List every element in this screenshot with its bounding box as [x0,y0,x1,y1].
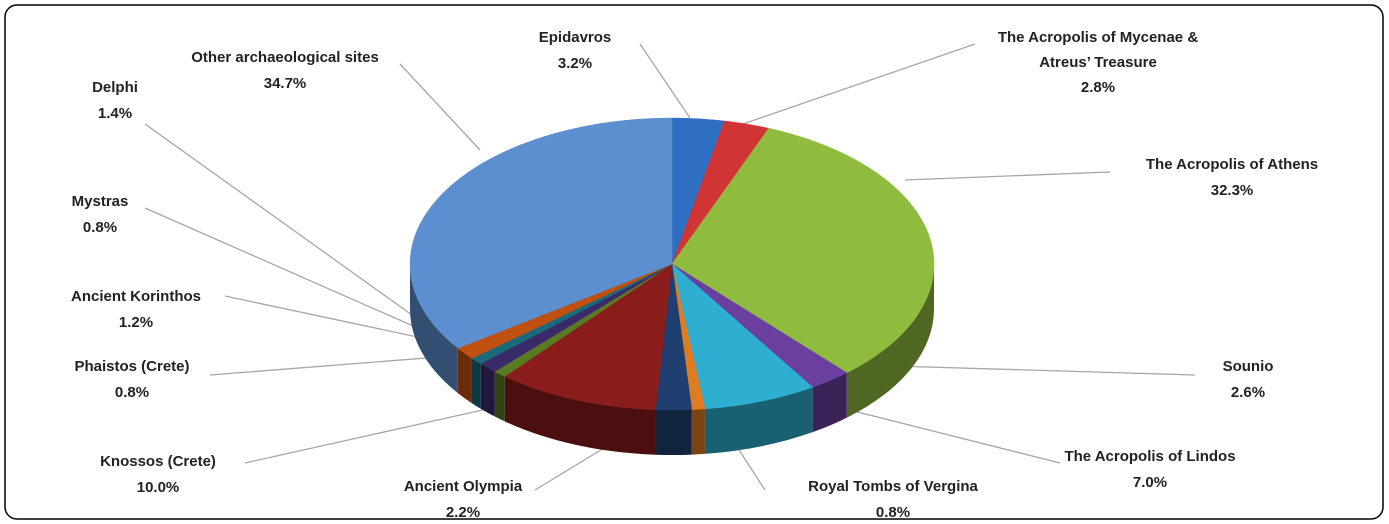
leader-line [209,354,466,376]
value-label: 2.8% [1080,79,1116,96]
leader-line [739,43,976,126]
slice-side [410,264,458,394]
data-label: Mystras 0.8% [72,189,129,241]
slice-side [504,376,656,455]
category-label: Phaistos (Crete) [74,358,190,375]
value-label: 32.3% [1210,182,1254,199]
slice-side [704,387,813,454]
value-label: 0.8% [114,384,150,401]
value-label: 0.8% [82,219,118,236]
data-label: Knossos (Crete) 10.0% [100,449,216,501]
leader-line [639,43,691,119]
value-label: 2.6% [1230,384,1266,401]
slice-side [457,348,472,404]
value-label: 0.8% [875,504,911,521]
value-label: 7.0% [1132,474,1168,491]
value-label: 1.4% [97,105,133,122]
slice-side [812,372,847,433]
category-label: Royal Tombs of Vergina [808,478,978,495]
slice-side [471,358,481,409]
leader-line [399,63,481,151]
leader-line [904,171,1111,181]
category-label: Delphi [92,79,138,96]
category-label: Ancient Korinthos [71,288,201,305]
category-label: The Acropolis of Lindos [1064,448,1236,465]
value-label: 1.2% [118,314,154,331]
value-label: 10.0% [136,479,180,496]
value-label: 34.7% [263,75,307,92]
pie-slice [504,263,673,410]
value-label: 3.2% [557,55,593,72]
leader-line [859,364,1196,376]
value-label: 2.2% [445,504,481,521]
data-label: Sounio 2.6% [1223,354,1274,406]
pie-slice [671,128,935,374]
leader-line [144,123,441,336]
category-label: Sounio [1222,358,1274,375]
data-label: The Acropolis of Mycenae & Atreus’ Treas… [991,25,1206,100]
category-label: Mystras [71,193,129,210]
slice-side [691,408,705,455]
pie-slice [671,263,814,410]
data-label: Ancient Olympia 2.2% [404,474,522,524]
pie-slice [409,117,673,349]
data-label: Epidavros 3.2% [539,25,612,77]
category-label: Other archaeological sites [191,49,379,66]
category-label: Knossos (Crete) [100,453,216,470]
slice-side [494,371,505,422]
data-label: Ancient Korinthos 1.2% [71,284,201,336]
leader-line [144,207,446,341]
data-label: Other archaeological sites 34.7% [191,45,379,97]
slice-side [846,264,934,418]
data-label: Phaistos (Crete) 0.8% [74,354,189,406]
slice-side [480,363,495,417]
slice-side [655,409,692,455]
data-label: Royal Tombs of Vergina 0.8% [808,474,978,524]
category-label: The Acropolis of Athens [1145,156,1319,173]
data-label: The Acropolis of Lindos 7.0% [1064,444,1235,496]
data-label: Delphi 1.4% [92,75,138,127]
category-label: The Acropolis of Mycenae & Atreus’ Treas… [997,29,1199,71]
category-label: Epidavros [538,29,612,46]
data-label: The Acropolis of Athens 32.3% [1146,152,1318,204]
category-label: Ancient Olympia [403,478,523,495]
